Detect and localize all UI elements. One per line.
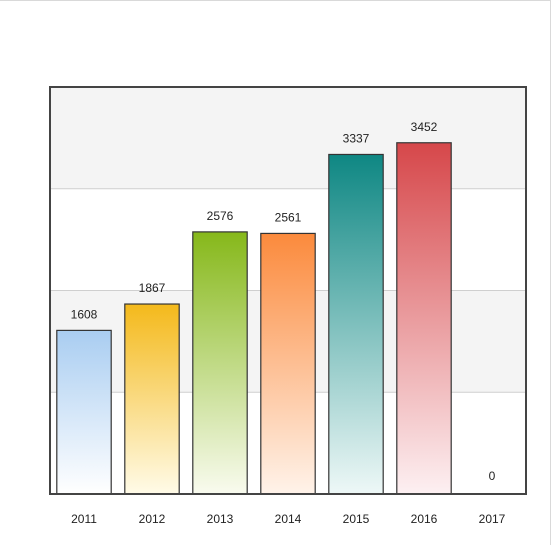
bar-group [56,142,452,495]
value-label-2011: 1608 [71,307,98,321]
value-label-2014: 2561 [275,210,302,224]
grid-band [50,87,526,189]
value-labels: 1608 1867 2576 2561 3337 3452 0 [71,120,496,483]
bar-2013 [192,231,248,495]
value-label-2015: 3337 [343,131,370,145]
value-label-2016: 3452 [411,120,438,134]
bar-2011 [56,329,112,495]
x-tick-label-2017: 2017 [479,512,506,526]
x-tick-label-2016: 2016 [411,512,438,526]
x-tick-label-2012: 2012 [139,512,166,526]
bar-2016 [396,142,452,495]
bar-2012 [124,303,180,495]
bar-2014 [260,232,316,495]
value-label-2017: 0 [489,469,496,483]
x-tick-label-2014: 2014 [275,512,302,526]
value-label-2012: 1867 [139,281,166,295]
value-label-2013: 2576 [207,209,234,223]
bar-2015 [328,153,384,495]
x-tick-label-2015: 2015 [343,512,370,526]
x-tick-label-2011: 2011 [71,512,97,526]
x-tick-label-2013: 2013 [207,512,234,526]
x-tick-labels: 2011 2012 2013 2014 2015 2016 2017 [71,512,506,526]
plot-frame [49,86,527,495]
